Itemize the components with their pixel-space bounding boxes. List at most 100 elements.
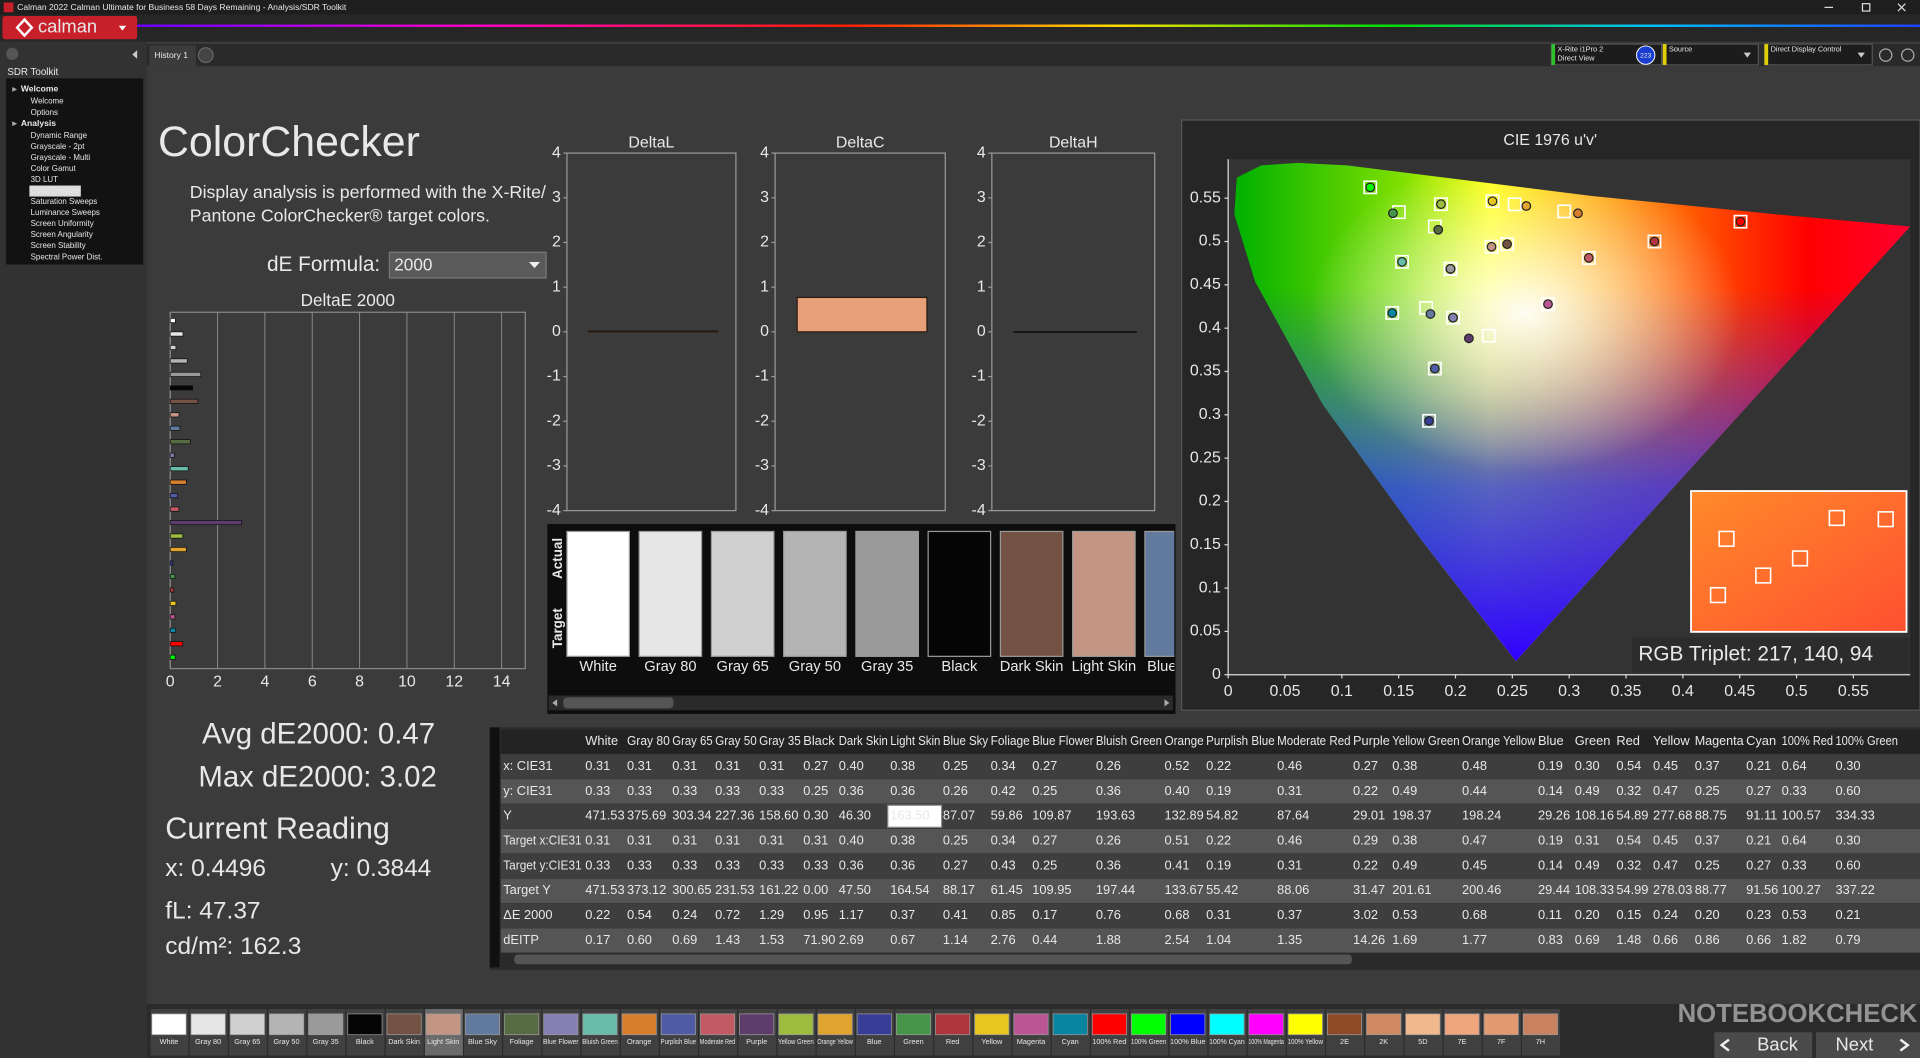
tree-item[interactable]: Spectral Power Dist. — [31, 252, 103, 261]
delta-e-bar — [169, 371, 202, 377]
tree-item[interactable]: Luminance Sweeps — [31, 208, 100, 217]
tree-item[interactable]: Grayscale - 2pt — [31, 142, 86, 151]
settings-icon[interactable] — [1878, 48, 1893, 62]
tree-item[interactable]: Color Gamut — [31, 164, 77, 173]
table-cell: 0.36 — [1096, 783, 1121, 798]
scroll-right[interactable] — [1164, 699, 1170, 707]
swatch[interactable] — [999, 530, 1064, 657]
meter-badge — [1636, 45, 1656, 65]
calman-menu-button[interactable] — [2, 15, 138, 40]
tab-strip — [146, 44, 1920, 67]
table-cell: 0.31 — [1277, 857, 1302, 872]
tree-item[interactable]: Options — [31, 108, 58, 117]
table-cell: 29.44 — [1538, 882, 1570, 897]
swatch[interactable] — [783, 530, 847, 657]
next-button[interactable] — [1815, 1032, 1920, 1058]
column-header: Gray 35 — [759, 733, 801, 748]
x-tick-label: 0.45 — [1724, 683, 1755, 700]
close-button[interactable] — [1897, 3, 1906, 12]
delta-e-bar — [169, 627, 177, 633]
x-tick-label: 0.4 — [1672, 683, 1694, 700]
table-cell: 87.07 — [943, 808, 975, 823]
tree-item[interactable]: Welcome — [31, 97, 65, 106]
x-tick-label: 0.15 — [1383, 683, 1414, 700]
table-cell: 91.11 — [1746, 808, 1777, 823]
reading-x: x: 0.4496 — [165, 855, 266, 882]
patch-label: Blue Flower — [543, 1037, 579, 1046]
history-tab[interactable] — [149, 45, 196, 67]
maximize-button[interactable] — [1861, 3, 1871, 12]
tree-item[interactable]: Screen Angularity — [31, 230, 93, 239]
patch-swatch — [974, 1013, 1010, 1036]
tree-item[interactable]: Screen Stability — [31, 241, 86, 250]
delta-e-bar — [169, 398, 199, 404]
swatch[interactable] — [855, 530, 919, 657]
actual-point — [1445, 263, 1456, 274]
patch-label: 7E — [1458, 1037, 1467, 1046]
patch-swatch — [386, 1013, 422, 1036]
delta-e-bar — [169, 358, 188, 364]
table-cell: 0.44 — [1462, 783, 1487, 798]
patch-swatch — [1326, 1013, 1363, 1036]
swatch[interactable] — [1072, 530, 1136, 657]
column-header: Blue Flower — [1032, 733, 1094, 748]
formula-dropdown[interactable] — [388, 251, 547, 279]
sidebar-collapse[interactable] — [6, 47, 19, 61]
table-cell: 0.33 — [803, 857, 828, 872]
row-label: Target x:CIE31 — [503, 833, 581, 848]
delta-e-bar — [169, 412, 180, 418]
help-icon[interactable] — [1901, 48, 1915, 62]
swatch-label: Gray 35 — [861, 659, 913, 675]
table-cell: 29.26 — [1538, 808, 1570, 823]
y-tick-label: 0 — [1212, 666, 1221, 683]
tree-selection — [29, 185, 81, 197]
tree-item[interactable]: Screen Uniformity — [31, 219, 94, 228]
table-cell: 0.64 — [1782, 833, 1807, 848]
table-cell: 0.44 — [1032, 932, 1057, 947]
swatch[interactable] — [1144, 530, 1207, 657]
x-tick-label: 0.1 — [1331, 683, 1353, 700]
table-scroll-thumb[interactable] — [514, 954, 1352, 965]
patch-swatch — [464, 1013, 500, 1036]
sidebar-arrow[interactable] — [132, 50, 138, 59]
tree-group[interactable]: Analysis — [21, 118, 56, 128]
tree-item[interactable]: Dynamic Range — [31, 131, 88, 140]
table-cell: 0.33 — [715, 857, 740, 872]
swatch[interactable] — [710, 530, 775, 657]
selected-cell — [887, 804, 943, 828]
table-cell: 0.34 — [991, 833, 1016, 848]
table-cell: 0.33 — [672, 783, 697, 798]
swatch[interactable] — [638, 530, 703, 657]
column-header: Purplish Blue — [1206, 733, 1275, 748]
swatch[interactable] — [927, 530, 992, 657]
add-tab-button[interactable] — [197, 47, 214, 64]
swatch[interactable] — [566, 530, 630, 657]
column-header: White — [585, 733, 618, 748]
target-label: Target — [550, 608, 565, 649]
table-cell: 0.47 — [1462, 833, 1487, 848]
table-cell: 108.33 — [1575, 882, 1614, 897]
y-tick-label: 1 — [760, 278, 769, 295]
tree-item[interactable]: 3D LUT — [31, 175, 58, 184]
target-point — [1733, 214, 1748, 229]
table-cell: 0.33 — [585, 857, 610, 872]
table-cell: 0.31 — [585, 758, 610, 773]
swatch-scroll-thumb[interactable] — [563, 697, 674, 709]
tree-item[interactable]: Grayscale - Multi — [31, 153, 91, 162]
tree-group[interactable]: Welcome — [21, 84, 59, 94]
row-label: ΔE 2000 — [503, 907, 552, 922]
tree-item[interactable]: Saturation Sweeps — [31, 197, 98, 206]
formula-dropdown-arrow — [528, 262, 540, 269]
meter-name: X-Rite i1Pro 2 — [1558, 45, 1604, 54]
column-header: Yellow Green — [1392, 733, 1459, 748]
patch-label: Gray 50 — [273, 1037, 299, 1046]
scroll-left[interactable] — [552, 699, 558, 707]
tree-item[interactable]: ColorChecker — [31, 186, 80, 195]
actual-point — [1502, 239, 1513, 250]
table-cell: 0.24 — [672, 907, 697, 922]
patch-label: 100% Cyan — [1209, 1037, 1245, 1046]
y-tick-label: 0.25 — [1190, 449, 1221, 466]
back-button[interactable] — [1714, 1032, 1813, 1058]
table-cell: 54.99 — [1616, 882, 1648, 897]
swatch-label: Dark Skin — [1000, 659, 1064, 675]
